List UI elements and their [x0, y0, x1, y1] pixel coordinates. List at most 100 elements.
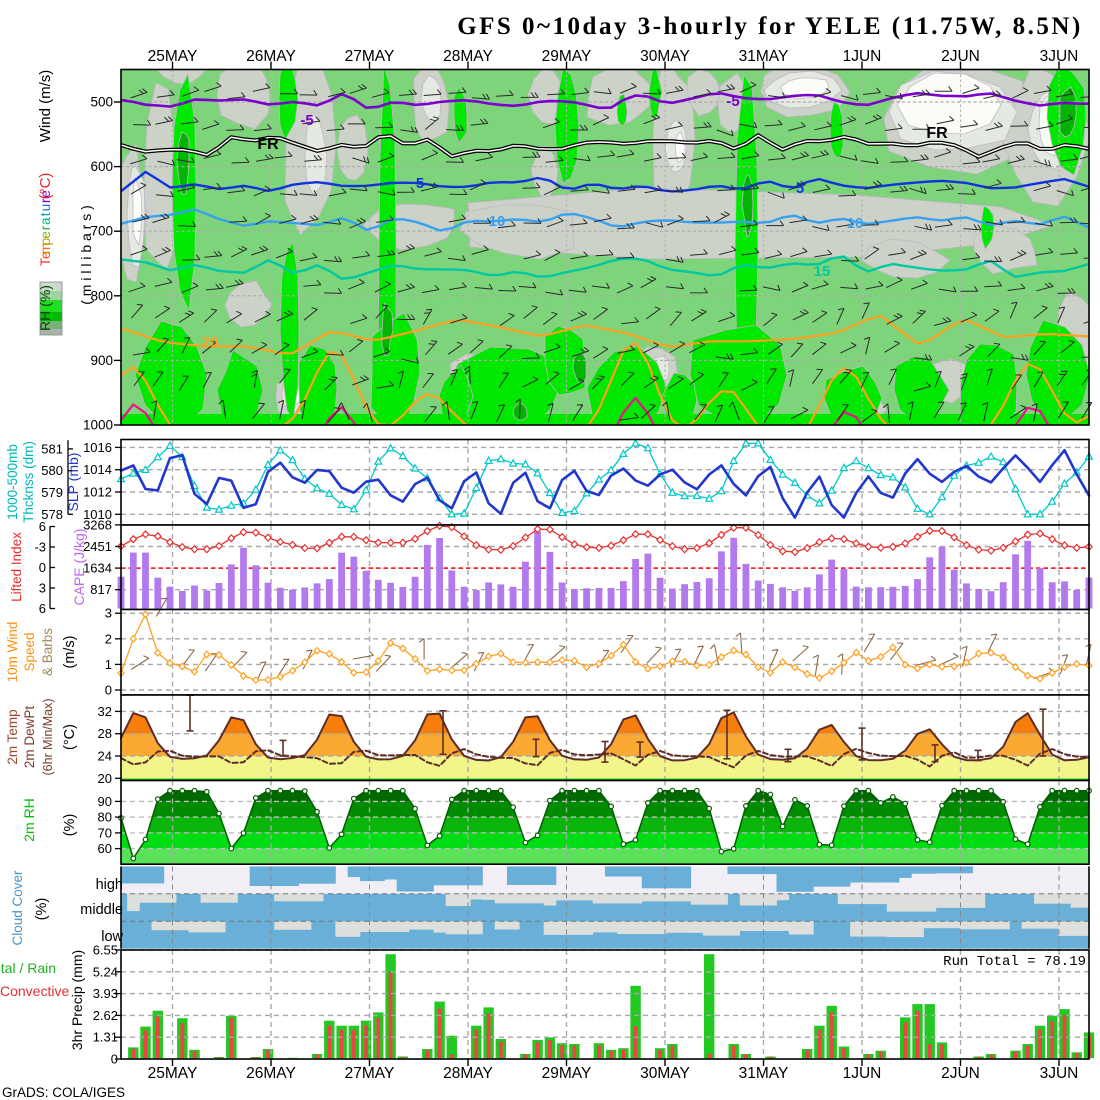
svg-text:6.55: 6.55 [93, 943, 118, 958]
svg-text:5.24: 5.24 [93, 964, 118, 979]
svg-text:2JUN: 2JUN [941, 1065, 980, 1082]
svg-text:SLP (mb): SLP (mb) [65, 453, 81, 512]
svg-text:T: T [38, 258, 53, 266]
svg-text:1000-500mb: 1000-500mb [5, 444, 20, 520]
svg-text:10: 10 [847, 215, 864, 232]
svg-text:29MAY: 29MAY [542, 48, 592, 65]
svg-text:a: a [38, 217, 53, 225]
svg-text:5: 5 [416, 175, 424, 192]
svg-text:0: 0 [39, 560, 46, 575]
svg-text:579: 579 [41, 485, 63, 500]
svg-text:Run Total = 78.19: Run Total = 78.19 [943, 954, 1086, 970]
svg-text:middle: middle [80, 902, 123, 918]
svg-text:p: p [38, 238, 53, 246]
svg-text:26MAY: 26MAY [246, 1065, 296, 1082]
svg-text:( m i l l i b a r s ): ( m i l l i b a r s ) [78, 205, 94, 305]
svg-text:31MAY: 31MAY [739, 48, 789, 65]
svg-text:(°C): (°C) [37, 173, 54, 200]
svg-text:600: 600 [90, 159, 113, 174]
svg-text:15: 15 [814, 263, 831, 280]
svg-text:Convective: Convective [0, 983, 69, 999]
svg-text:90: 90 [98, 794, 112, 809]
svg-text:27MAY: 27MAY [345, 1065, 395, 1082]
svg-text:817: 817 [90, 582, 112, 597]
svg-text:1JUN: 1JUN [843, 1065, 882, 1082]
svg-text:6: 6 [39, 519, 46, 534]
svg-text:24: 24 [98, 749, 112, 764]
svg-text:6: 6 [39, 601, 46, 616]
svg-text:1: 1 [105, 657, 112, 672]
svg-text:1010: 1010 [83, 507, 112, 522]
svg-text:10: 10 [489, 213, 506, 230]
svg-text:Speed: Speed [22, 632, 37, 671]
svg-text:2451: 2451 [83, 539, 112, 554]
svg-text:29MAY: 29MAY [542, 1065, 592, 1082]
svg-text:Cloud Cover: Cloud Cover [10, 870, 25, 946]
svg-text:80: 80 [98, 810, 112, 825]
svg-text:3.93: 3.93 [93, 986, 118, 1001]
svg-text:Wind (m/s): Wind (m/s) [37, 70, 54, 143]
svg-text:0: 0 [111, 1052, 118, 1067]
svg-text:60: 60 [98, 841, 112, 856]
svg-text:-5: -5 [300, 112, 313, 129]
svg-text:t: t [38, 212, 53, 216]
svg-text:2.62: 2.62 [93, 1008, 118, 1023]
svg-text:-5: -5 [726, 93, 739, 110]
svg-text:3: 3 [105, 606, 112, 621]
svg-text:(%): (%) [62, 814, 78, 837]
svg-text:2m Temp: 2m Temp [5, 709, 20, 764]
svg-text:32: 32 [98, 704, 112, 719]
svg-text:500: 500 [90, 95, 113, 110]
svg-text:10m Wind: 10m Wind [5, 622, 20, 683]
svg-text:(6hr Min/Max): (6hr Min/Max) [41, 698, 55, 775]
svg-text:e: e [38, 231, 53, 239]
svg-text:3hr Precip (mm): 3hr Precip (mm) [69, 950, 85, 1050]
svg-text:30MAY: 30MAY [640, 48, 690, 65]
svg-text:1634: 1634 [83, 561, 112, 576]
svg-text:700: 700 [90, 224, 113, 239]
svg-text:(m/s): (m/s) [62, 635, 78, 668]
svg-text:GrADS: COLA/IGES: GrADS: COLA/IGES [2, 1085, 125, 1100]
svg-text:Total / Rain: Total / Rain [0, 960, 56, 976]
svg-text:3: 3 [39, 581, 46, 596]
svg-text:25MAY: 25MAY [148, 1065, 198, 1082]
svg-text:1016: 1016 [83, 440, 112, 455]
svg-text:u: u [38, 204, 53, 212]
svg-text:2m RH: 2m RH [21, 798, 37, 842]
svg-text:28MAY: 28MAY [443, 1065, 493, 1082]
svg-text:high: high [96, 877, 123, 893]
svg-text:e: e [38, 251, 53, 259]
svg-text:-3: -3 [34, 540, 46, 555]
svg-text:900: 900 [90, 353, 113, 368]
svg-text:1.31: 1.31 [93, 1030, 118, 1045]
svg-text:31MAY: 31MAY [739, 1065, 789, 1082]
svg-text:GFS 0~10day 3-hourly for YELE: GFS 0~10day 3-hourly for YELE (11.75W, 8… [457, 13, 1083, 40]
svg-text:0: 0 [105, 683, 112, 698]
svg-text:low: low [101, 929, 123, 945]
svg-text:Lifted Index: Lifted Index [9, 532, 24, 602]
svg-text:2JUN: 2JUN [941, 48, 980, 65]
svg-text:(°C): (°C) [62, 724, 78, 750]
svg-text:580: 580 [41, 463, 63, 478]
svg-text:r: r [38, 225, 53, 230]
svg-text:m: m [38, 243, 53, 254]
svg-text:3JUN: 3JUN [1040, 48, 1079, 65]
svg-text:RH (%): RH (%) [37, 285, 53, 331]
svg-text:3JUN: 3JUN [1040, 1065, 1079, 1082]
svg-text:1JUN: 1JUN [843, 48, 882, 65]
svg-text:70: 70 [98, 825, 112, 840]
svg-text:2m DewPt: 2m DewPt [22, 706, 37, 769]
svg-text:25MAY: 25MAY [148, 48, 198, 65]
svg-text:1014: 1014 [83, 462, 112, 477]
svg-text:20: 20 [202, 334, 219, 351]
svg-text:r: r [38, 198, 53, 203]
svg-text:CAPE (J/kg): CAPE (J/kg) [71, 528, 87, 605]
svg-text:30MAY: 30MAY [640, 1065, 690, 1082]
svg-text:1000: 1000 [83, 418, 113, 433]
svg-text:FR: FR [926, 125, 948, 142]
svg-text:20: 20 [98, 771, 112, 786]
svg-text:e: e [38, 190, 53, 198]
svg-text:26MAY: 26MAY [246, 48, 296, 65]
svg-text:27MAY: 27MAY [345, 48, 395, 65]
svg-text:28MAY: 28MAY [443, 48, 493, 65]
